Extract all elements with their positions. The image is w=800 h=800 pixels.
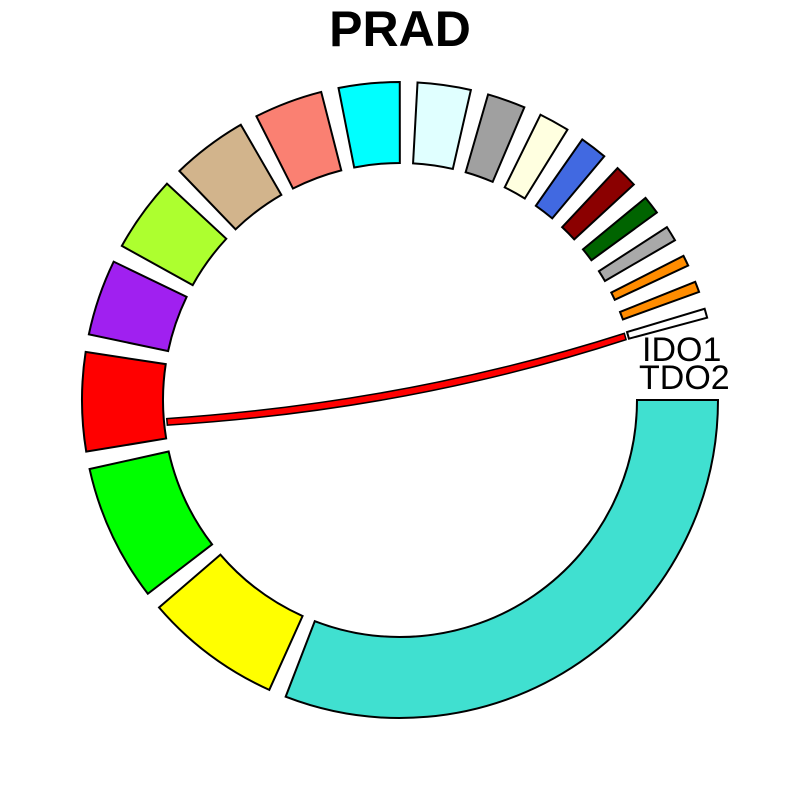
sector-16: [609, 254, 690, 302]
sector-ring: [81, 80, 720, 719]
sector-3: [81, 350, 168, 453]
sector-4: [87, 260, 188, 353]
sector-12: [534, 138, 606, 220]
gene-label-ido1: IDO1: [642, 331, 721, 369]
sector-6: [177, 123, 283, 231]
sector-11: [503, 113, 569, 200]
sector-14: [581, 196, 659, 262]
sector-10: [464, 93, 526, 184]
sector-0: [284, 399, 720, 719]
sector-7: [255, 90, 343, 190]
sector-18: [625, 307, 709, 340]
chord-link-0: [165, 332, 627, 426]
gene-label-tdo2: TDO2: [639, 359, 730, 397]
chart-title: PRAD: [329, 1, 471, 57]
sector-9: [412, 81, 473, 171]
sector-1: [157, 553, 304, 692]
sector-13: [560, 166, 636, 241]
sector-2: [88, 450, 214, 596]
sector-8: [337, 80, 401, 169]
link-layer: [165, 332, 627, 426]
sector-17: [618, 280, 701, 321]
sector-5: [120, 182, 228, 287]
sector-15: [597, 225, 677, 283]
